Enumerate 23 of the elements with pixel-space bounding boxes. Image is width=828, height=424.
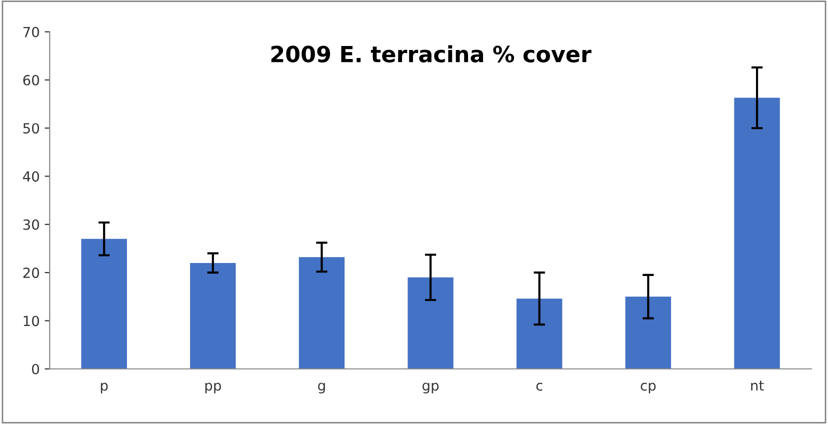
- y-tick-label: 50: [23, 123, 40, 134]
- bar: [81, 238, 127, 369]
- y-tick-label: 70: [23, 26, 40, 38]
- x-tick-label: g: [318, 382, 325, 394]
- y-tick-label: 20: [23, 268, 40, 278]
- bar: [734, 98, 780, 369]
- bar: [298, 257, 345, 369]
- bar: [190, 262, 236, 369]
- y-tick-label: 10: [24, 316, 40, 326]
- chart-title: 2009 E. terracina % cover: [271, 45, 592, 62]
- y-tick-label: 0: [32, 364, 40, 374]
- bar: [625, 296, 672, 369]
- x-tick-label: gp: [422, 382, 439, 394]
- x-tick-label: c: [536, 382, 542, 391]
- x-tick-label: pp: [205, 382, 221, 394]
- y-tick-label: 60: [23, 74, 40, 86]
- x-tick-label: nt: [751, 380, 764, 391]
- x-tick-label: p: [100, 382, 108, 394]
- y-tick-label: 40: [22, 171, 40, 182]
- y-tick-label: 30: [23, 219, 40, 230]
- x-tick-label: cp: [640, 382, 656, 394]
- bar: [516, 298, 562, 369]
- bar: [408, 277, 454, 369]
